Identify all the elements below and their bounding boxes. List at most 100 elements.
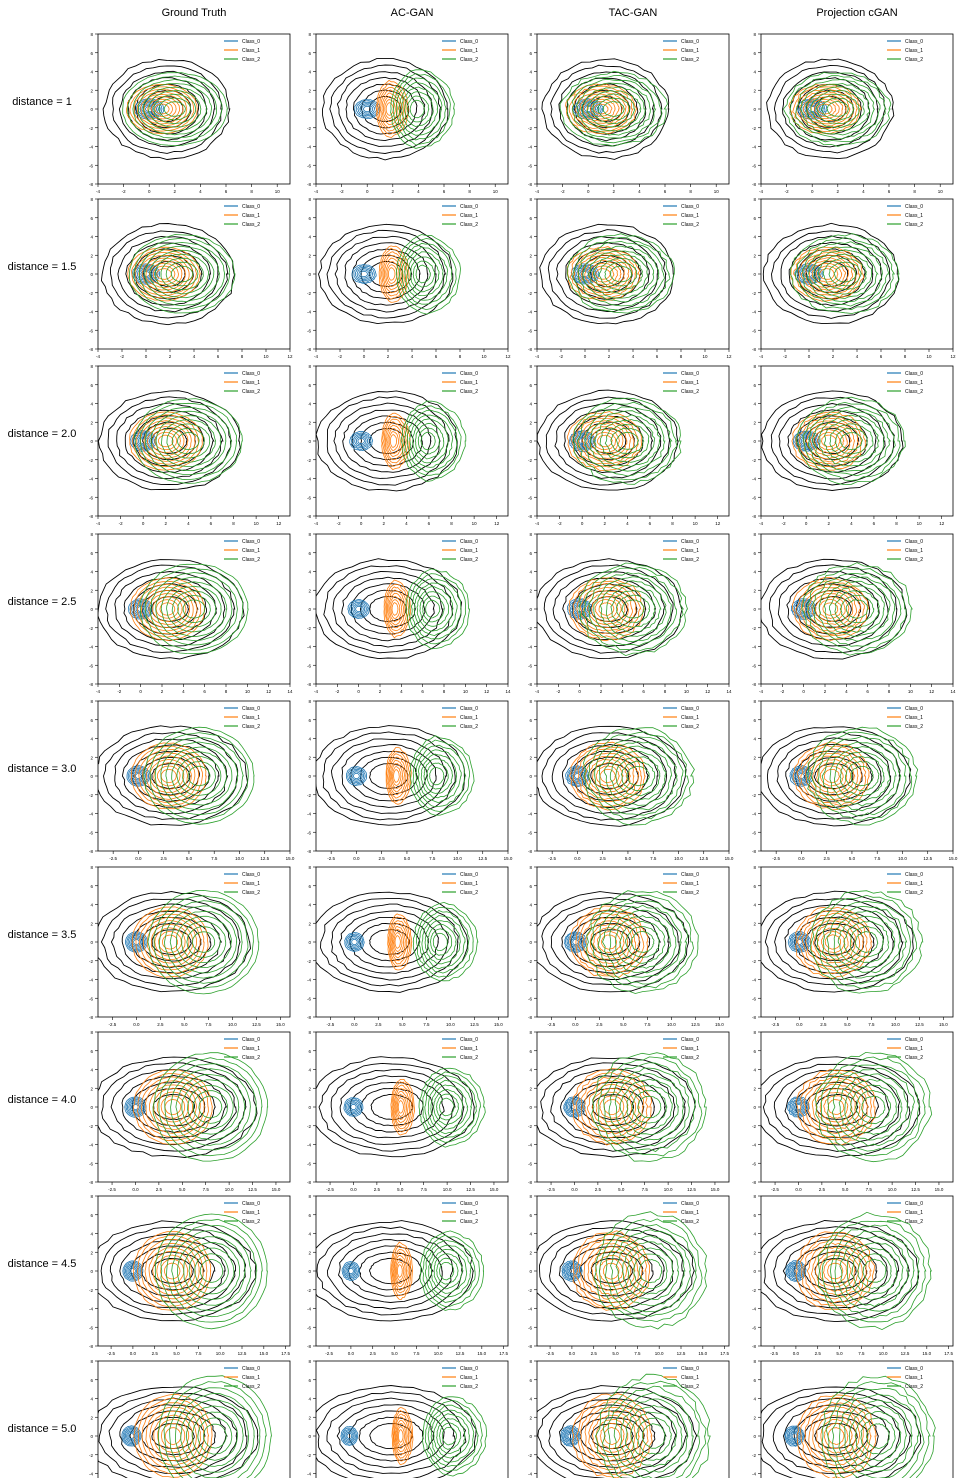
class-2-contour: [597, 1056, 703, 1157]
y-tick-label: -6: [89, 163, 93, 168]
y-tick-label: 4: [529, 903, 532, 908]
y-tick-label: 0: [90, 439, 93, 444]
y-tick-label: -6: [528, 996, 532, 1001]
legend-label: Class_2: [681, 1219, 699, 1225]
legend-label: Class_0: [242, 872, 260, 878]
class-2-contour: [789, 75, 887, 143]
class-1-contour: [383, 418, 407, 464]
class-2-contour: [160, 1218, 263, 1323]
x-tick-label: 6: [421, 689, 424, 694]
class-2-contour: [631, 1089, 668, 1124]
y-tick-label: 4: [90, 903, 93, 908]
class-1-contour: [579, 93, 624, 124]
class-0-contour: [567, 1100, 582, 1115]
class-2-contour: [584, 406, 673, 477]
class-0-contour: [357, 101, 377, 117]
x-tick-label: 10.0: [879, 1351, 888, 1356]
y-tick-label: 2: [90, 253, 93, 258]
marginal-contour: [784, 910, 885, 974]
class-2-contour: [850, 765, 874, 787]
class-0-contour: [791, 1100, 806, 1114]
marginal-contour: [537, 891, 690, 993]
y-tick-label: -6: [89, 495, 93, 500]
class-1-contour: [389, 759, 405, 793]
y-tick-label: 2: [529, 1415, 532, 1420]
y-tick-label: 4: [753, 1397, 756, 1402]
class-1-contour: [580, 1076, 645, 1139]
y-tick-label: 8: [529, 699, 532, 704]
class-2-contour: [177, 595, 211, 623]
legend-label: Class_1: [242, 715, 260, 721]
class-2-contour: [566, 233, 675, 314]
y-tick-label: 8: [529, 364, 532, 369]
y-tick-label: 2: [308, 755, 311, 760]
class-1-contour: [800, 583, 862, 636]
class-2-contour: [593, 1211, 708, 1330]
y-tick-label: -6: [307, 1325, 311, 1330]
class-0-contour: [343, 1097, 364, 1117]
x-tick-label: 4: [850, 521, 853, 526]
legend-label: Class_2: [242, 557, 260, 563]
marginal-contour: [98, 1220, 257, 1322]
x-tick-label: 2.5: [600, 856, 607, 861]
x-tick-label: 7.5: [874, 856, 881, 861]
x-tick-label: -2.5: [326, 1187, 334, 1192]
x-tick-label: -2: [117, 689, 121, 694]
legend-label: Class_0: [242, 371, 260, 377]
marginal-contour: [558, 1238, 665, 1304]
class-1-contour: [392, 1248, 410, 1294]
contour-layer: [761, 390, 906, 491]
y-tick-label: 8: [90, 1194, 93, 1199]
x-tick-label: 12.5: [687, 1187, 696, 1192]
y-tick-label: -2: [528, 1124, 532, 1129]
class-1-contour: [573, 252, 633, 296]
class-2-contour: [429, 928, 453, 956]
legend-label: Class_2: [242, 57, 260, 63]
legend-label: Class_1: [681, 1046, 699, 1052]
class-2-contour: [409, 99, 426, 119]
y-tick-label: 0: [90, 107, 93, 112]
legend-label: Class_0: [242, 39, 260, 45]
class-1-contour: [156, 1091, 189, 1123]
x-tick-label: 0: [142, 521, 145, 526]
x-tick-label: 7.5: [413, 1351, 420, 1356]
y-tick-label: 6: [529, 216, 532, 221]
class-1-contour: [396, 1422, 407, 1450]
x-tick-label: 2: [387, 354, 390, 359]
x-tick-label: 5.0: [612, 1351, 619, 1356]
y-tick-label: 8: [529, 1359, 532, 1364]
class-2-contour: [577, 240, 665, 307]
marginal-contour: [793, 1410, 879, 1462]
y-tick-label: 6: [308, 216, 311, 221]
class-2-contour: [587, 731, 690, 821]
class-1-contour: [596, 1418, 629, 1454]
contour-layer: [98, 1375, 272, 1483]
class-2-contour: [132, 79, 217, 139]
x-tick-label: 0: [139, 689, 142, 694]
column-title: Projection cGAN: [816, 7, 897, 19]
class-2-contour: [857, 1253, 892, 1289]
x-tick-label: 2: [161, 689, 164, 694]
y-tick-label: 4: [529, 1068, 532, 1073]
y-tick-label: -2: [307, 626, 311, 631]
y-tick-label: 4: [308, 1068, 311, 1073]
class-0-contour: [358, 269, 370, 279]
x-tick-label: 0.0: [132, 1187, 139, 1192]
class-1-contour: [388, 916, 411, 967]
class-2-contour: [390, 69, 455, 149]
x-tick-label: 0.0: [569, 1351, 576, 1356]
marginal-contour: [100, 1226, 247, 1316]
y-tick-label: 6: [90, 216, 93, 221]
y-tick-label: -6: [307, 328, 311, 333]
class-2-contour: [398, 238, 457, 311]
legend-label: Class_1: [681, 1210, 699, 1216]
class-2-contour: [603, 745, 673, 806]
class-1-contour: [820, 930, 846, 954]
class-1-contour: [141, 1076, 205, 1138]
marginal-contour: [766, 731, 901, 820]
class-2-contour: [610, 590, 656, 629]
x-tick-label: 0.0: [571, 1187, 578, 1192]
y-tick-label: -8: [89, 514, 93, 519]
legend-label: Class_0: [681, 1037, 699, 1043]
